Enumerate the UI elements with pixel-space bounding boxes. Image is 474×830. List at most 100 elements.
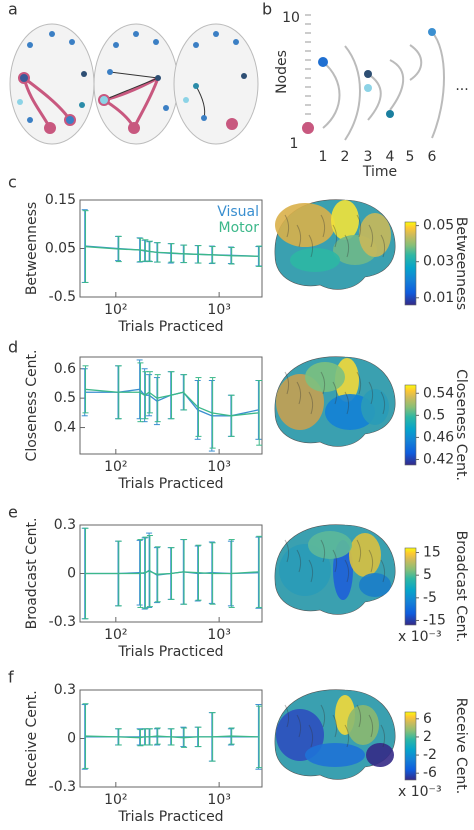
brain-sulcus xyxy=(284,214,290,238)
colorbar-tick-label: 0.03 xyxy=(423,254,454,270)
brain-region xyxy=(349,533,381,577)
brain-sulcus xyxy=(296,714,302,738)
brain-sulcus xyxy=(344,724,350,748)
node xyxy=(27,42,33,48)
brain-sulcus xyxy=(320,704,326,728)
time-tick: 4 xyxy=(386,149,395,165)
axis-label: Time xyxy=(362,164,397,180)
brain-region xyxy=(305,743,365,767)
colorbar-tick-label: -2 xyxy=(423,747,437,763)
node xyxy=(193,83,199,89)
brain-sulcus xyxy=(356,214,362,238)
time-tick: 1 xyxy=(319,149,328,165)
colorbar xyxy=(404,547,417,626)
panel-label: c xyxy=(8,173,17,192)
node xyxy=(155,75,161,81)
node xyxy=(302,122,314,134)
brain-render xyxy=(274,689,396,780)
time-tick: 5 xyxy=(406,149,415,165)
legend-entry: Visual xyxy=(217,204,259,220)
brain-sulcus xyxy=(380,559,386,583)
legend-entry: Motor xyxy=(219,220,260,236)
y-tick-label: 0 xyxy=(67,566,76,582)
brain-sulcus xyxy=(344,234,350,258)
x-tick-label: 10² xyxy=(104,627,127,643)
x-axis-label: Trials Practiced xyxy=(117,476,223,492)
y-tick-label: 0.4 xyxy=(54,420,76,436)
node xyxy=(64,114,76,126)
brain-sulcus xyxy=(320,371,326,395)
colorbar-tick-label: 0.42 xyxy=(423,451,454,467)
brain-sulcus xyxy=(308,559,314,583)
node xyxy=(128,122,140,134)
y-tick-label: 0.3 xyxy=(54,682,76,698)
colorbar-tick-label: -15 xyxy=(423,612,446,628)
colorbar-tick-label: 0.5 xyxy=(423,407,445,423)
y-tick-label: 0.15 xyxy=(45,192,76,208)
node xyxy=(193,42,199,48)
brain-sulcus xyxy=(296,549,302,573)
brain-region xyxy=(347,705,379,745)
y-tick-label: -0.5 xyxy=(49,289,76,305)
y-tick-label: 0.5 xyxy=(54,390,76,406)
colorbar-tick-label: 0.05 xyxy=(423,218,454,234)
colorbar-scale: x 10⁻³ xyxy=(398,784,442,800)
brain-render xyxy=(274,199,396,290)
node xyxy=(213,31,219,37)
series-line xyxy=(84,735,259,739)
node-tick: 1 xyxy=(290,136,299,152)
colorbar-tick-label: 0.54 xyxy=(423,385,454,401)
colorbar-label: Betweenness xyxy=(453,217,469,310)
network-diagram xyxy=(9,23,259,145)
x-tick-label: 10² xyxy=(104,302,127,318)
axis-label: Nodes xyxy=(274,50,290,94)
brain-region xyxy=(361,389,389,425)
y-tick-label: 0.6 xyxy=(54,361,76,377)
brain-sulcus xyxy=(356,371,362,395)
arc xyxy=(431,31,445,139)
y-axis-label: Broadcast Cent. xyxy=(24,518,40,630)
brain-sulcus xyxy=(308,724,314,748)
brain-region xyxy=(366,743,394,767)
panel-label: e xyxy=(8,503,18,522)
brain-sulcus xyxy=(356,704,362,728)
plot-frame xyxy=(79,356,263,455)
node xyxy=(386,110,394,118)
y-tick-label: 0.05 xyxy=(45,241,76,257)
node xyxy=(79,102,85,108)
colorbar xyxy=(404,221,417,306)
brain-render xyxy=(274,356,396,447)
x-axis-label: Trials Practiced xyxy=(117,644,223,660)
node xyxy=(49,31,55,37)
node xyxy=(18,72,30,84)
brain-region xyxy=(308,531,352,559)
y-axis-label: Betweenness xyxy=(24,202,40,295)
panel-label: f xyxy=(8,668,14,687)
node xyxy=(183,97,189,103)
brain-sulcus xyxy=(368,224,374,248)
brain-region xyxy=(305,362,345,392)
node xyxy=(27,117,33,123)
colorbar-tick-label: 2 xyxy=(423,729,432,745)
brain-sulcus xyxy=(320,539,326,563)
brain-sulcus xyxy=(284,539,290,563)
node xyxy=(364,84,372,92)
panel-label: a xyxy=(8,0,18,19)
y-axis-label: Closeness Cent. xyxy=(24,350,40,462)
panel-label: b xyxy=(262,0,272,19)
brain-sulcus xyxy=(368,381,374,405)
brain-region xyxy=(359,573,391,597)
colorbar xyxy=(404,711,417,781)
colorbar-label: Broadcast Cent. xyxy=(453,531,469,643)
y-axis-label: Receive Cent. xyxy=(24,690,40,786)
colorbar-tick-label: 0.01 xyxy=(423,290,454,306)
node xyxy=(163,105,169,111)
colorbar-tick-label: 15 xyxy=(423,545,441,561)
node xyxy=(17,99,23,105)
brain-sulcus xyxy=(344,391,350,415)
arc xyxy=(367,73,382,121)
x-tick-label: 10³ xyxy=(207,302,230,318)
series-line xyxy=(84,388,259,417)
